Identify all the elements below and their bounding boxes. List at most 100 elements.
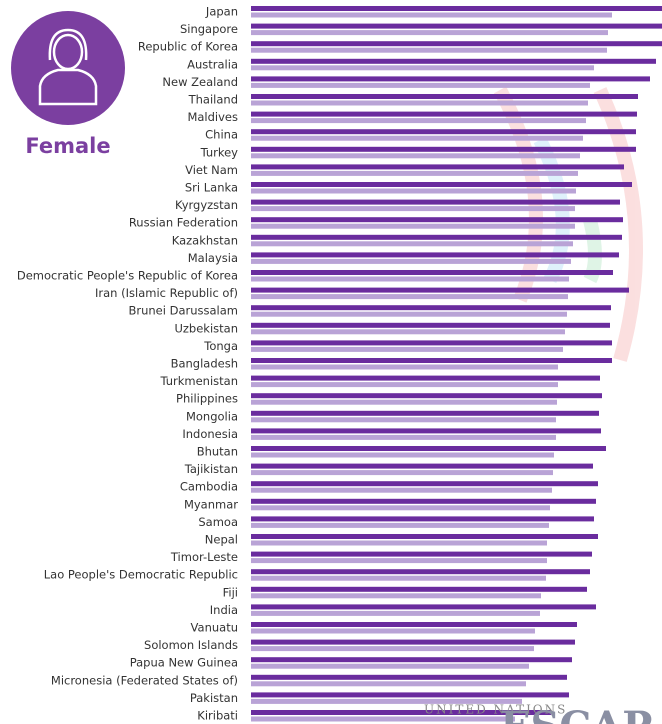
- category-label: India: [210, 603, 238, 617]
- bar: [251, 24, 662, 29]
- category-label: Vanuatu: [191, 621, 238, 635]
- category-label: Indonesia: [182, 427, 238, 441]
- bar: [251, 241, 573, 246]
- bar: [251, 312, 567, 317]
- bar: [251, 382, 558, 387]
- category-label: Japan: [205, 5, 238, 19]
- bar: [251, 288, 629, 293]
- bar: [251, 692, 569, 697]
- bar: [251, 59, 656, 64]
- bar: [251, 259, 571, 264]
- category-label: Thailand: [188, 93, 238, 107]
- category-label: Democratic People's Republic of Korea: [17, 269, 238, 283]
- bar: [251, 118, 586, 123]
- bar: [251, 182, 632, 187]
- bar: [251, 101, 588, 106]
- category-label: Iran (Islamic Republic of): [95, 286, 238, 300]
- bar: [251, 675, 567, 680]
- category-label: Bhutan: [197, 445, 238, 459]
- category-label: Tonga: [203, 339, 238, 353]
- category-label: Cambodia: [180, 480, 238, 494]
- category-label: Nepal: [205, 533, 238, 547]
- bar: [251, 164, 624, 169]
- category-label: Maldives: [187, 110, 238, 124]
- bar: [251, 411, 599, 416]
- bar: [251, 400, 557, 405]
- category-label: Micronesia (Federated States of): [51, 673, 238, 687]
- bar: [251, 136, 583, 141]
- bar: [251, 534, 598, 539]
- bar: [251, 376, 600, 381]
- bar: [251, 516, 594, 521]
- bar: [251, 435, 556, 440]
- bar: [251, 470, 553, 475]
- bar: [251, 112, 637, 117]
- bar: [251, 147, 636, 152]
- bar: [251, 446, 606, 451]
- category-label: Kyrgyzstan: [175, 198, 238, 212]
- bar: [251, 646, 534, 651]
- category-label: Myanmar: [184, 497, 238, 511]
- category-label: Kazakhstan: [172, 233, 238, 247]
- bar: [251, 523, 549, 528]
- category-label: Tajikistan: [184, 462, 238, 476]
- bar: [251, 569, 590, 574]
- bar: [251, 604, 596, 609]
- bar: [251, 48, 607, 53]
- category-label: Timor-Leste: [170, 550, 238, 564]
- category-label: Malaysia: [188, 251, 238, 265]
- bar: [251, 13, 612, 18]
- category-label: Fiji: [223, 585, 238, 599]
- category-label: Turkmenistan: [159, 374, 238, 388]
- category-label: Viet Nam: [185, 163, 238, 177]
- bar: [251, 65, 594, 70]
- gender-label: Female: [25, 134, 110, 158]
- bar: [251, 453, 554, 458]
- bar: [251, 358, 612, 363]
- bar: [251, 464, 593, 469]
- bar: [251, 340, 612, 345]
- bar: [251, 294, 568, 299]
- bar: [251, 83, 590, 88]
- bar: [251, 505, 550, 510]
- chart: Female JapanSingaporeRepublic of KoreaAu…: [0, 0, 662, 724]
- bar: [251, 224, 575, 229]
- bar: [251, 576, 546, 581]
- bar: [251, 217, 623, 222]
- bar: [251, 587, 587, 592]
- bar: [251, 270, 613, 275]
- bar: [251, 541, 547, 546]
- category-label: Brunei Darussalam: [128, 304, 238, 318]
- bar: [251, 717, 515, 722]
- category-label: Republic of Korea: [138, 40, 238, 54]
- bar: [251, 552, 592, 557]
- bar: [251, 428, 601, 433]
- category-label: Uzbekistan: [174, 321, 238, 335]
- bar: [251, 622, 577, 627]
- bar: [251, 153, 580, 158]
- bar: [251, 657, 572, 662]
- bar: [251, 664, 529, 669]
- category-label: Kiribati: [197, 709, 238, 723]
- bar: [251, 189, 576, 194]
- bar: [251, 129, 636, 134]
- category-label: Papua New Guinea: [130, 656, 238, 670]
- bar: [251, 329, 565, 334]
- bar: [251, 30, 608, 35]
- bar: [251, 629, 535, 634]
- category-label: Pakistan: [190, 691, 238, 705]
- category-label: Sri Lanka: [185, 181, 238, 195]
- bar: [251, 365, 558, 370]
- category-label: New Zealand: [162, 75, 238, 89]
- bar: [251, 76, 650, 81]
- bar: [251, 558, 547, 563]
- bar: [251, 235, 622, 240]
- logo-name: ESCAP: [500, 703, 652, 724]
- bar: [251, 277, 569, 282]
- bar: [251, 252, 619, 257]
- bar: [251, 499, 596, 504]
- bar: [251, 200, 620, 205]
- category-label: Solomon Islands: [144, 638, 238, 652]
- category-label: Bangladesh: [171, 357, 238, 371]
- bar: [251, 393, 602, 398]
